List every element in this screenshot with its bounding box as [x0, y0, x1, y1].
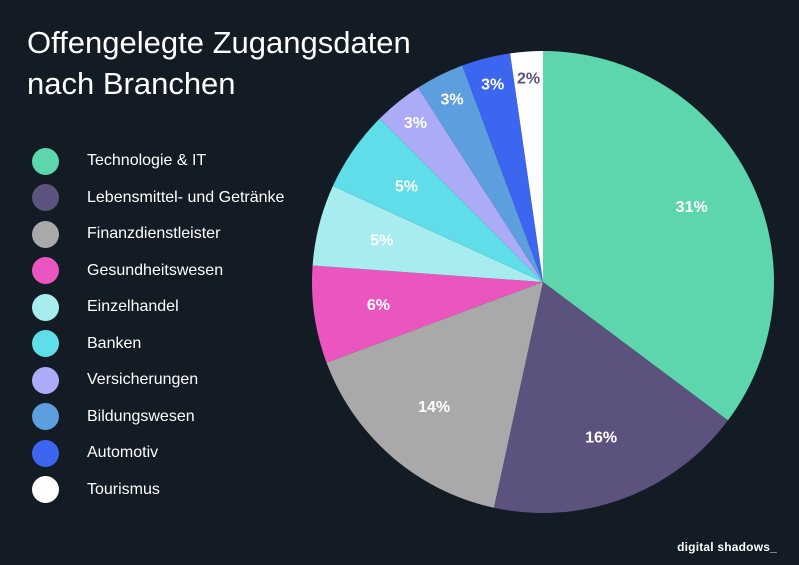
- pie-slice-label: 2%: [517, 71, 540, 88]
- legend-item: Technologie & IT: [32, 143, 284, 180]
- pie-slice-label: 5%: [395, 179, 418, 196]
- legend-label: Einzelhandel: [87, 298, 179, 316]
- pie-slice: [312, 186, 543, 282]
- legend-swatch: [32, 476, 59, 504]
- legend-label: Banken: [87, 334, 142, 352]
- pie-slice-label: 14%: [418, 399, 450, 416]
- pie-slice-label: 5%: [370, 232, 393, 249]
- pie-slice: [326, 282, 543, 508]
- legend-swatch: [32, 366, 59, 394]
- legend-swatch: [32, 147, 59, 175]
- legend-swatch: [32, 293, 59, 321]
- legend-swatch: [32, 184, 59, 212]
- chart-title: Offengelegte Zugangsdaten nach Branchen: [27, 22, 427, 104]
- legend-item: Einzelhandel: [32, 289, 284, 326]
- pie-slice: [418, 65, 543, 282]
- legend-item: Banken: [32, 326, 284, 363]
- legend-label: Bildungswesen: [87, 407, 195, 425]
- legend-item: Finanzdienstleister: [32, 216, 284, 253]
- pie-slice-label: 16%: [585, 429, 617, 446]
- legend-item: Lebensmittel- und Getränke: [32, 180, 284, 217]
- pie-slice-label: 3%: [404, 115, 427, 132]
- legend-label: Versicherungen: [87, 371, 199, 389]
- brand-logo-text: digital shadows_: [677, 540, 777, 554]
- pie-slice-label: 6%: [367, 297, 390, 314]
- legend-label: Technologie & IT: [87, 152, 207, 170]
- pie-slice: [379, 87, 543, 282]
- legend-label: Lebensmittel- und Getränke: [87, 188, 285, 206]
- legend-item: Versicherungen: [32, 362, 284, 399]
- pie-slice: [312, 265, 543, 363]
- pie-slice: [543, 50, 775, 421]
- pie-slice: [493, 282, 728, 513]
- pie-slice-label: 31%: [676, 199, 708, 216]
- pie-slice-label: 3%: [481, 77, 504, 94]
- legend-item: Automotiv: [32, 435, 284, 472]
- pie-slice-label: 3%: [440, 92, 463, 109]
- chart-title-line-2: nach Branchen: [27, 66, 236, 101]
- legend-item: Gesundheitswesen: [32, 253, 284, 290]
- pie-slice: [510, 51, 543, 282]
- legend-label: Gesundheitswesen: [87, 261, 224, 279]
- legend-item: Bildungswesen: [32, 399, 284, 436]
- legend-swatch: [32, 403, 59, 431]
- pie-slice: [462, 53, 543, 282]
- legend-item: Tourismus: [32, 472, 284, 509]
- pie-slice: [332, 118, 543, 282]
- legend-label: Finanzdienstleister: [87, 225, 221, 243]
- legend-swatch: [32, 257, 59, 285]
- legend-swatch: [32, 439, 59, 467]
- legend-swatch: [32, 220, 59, 248]
- legend: Technologie & IT Lebensmittel- und Geträn…: [32, 143, 284, 508]
- legend-swatch: [32, 330, 59, 358]
- legend-label: Automotiv: [87, 444, 159, 462]
- legend-label: Tourismus: [87, 480, 160, 498]
- chart-title-line-1: Offengelegte Zugangsdaten: [27, 25, 411, 60]
